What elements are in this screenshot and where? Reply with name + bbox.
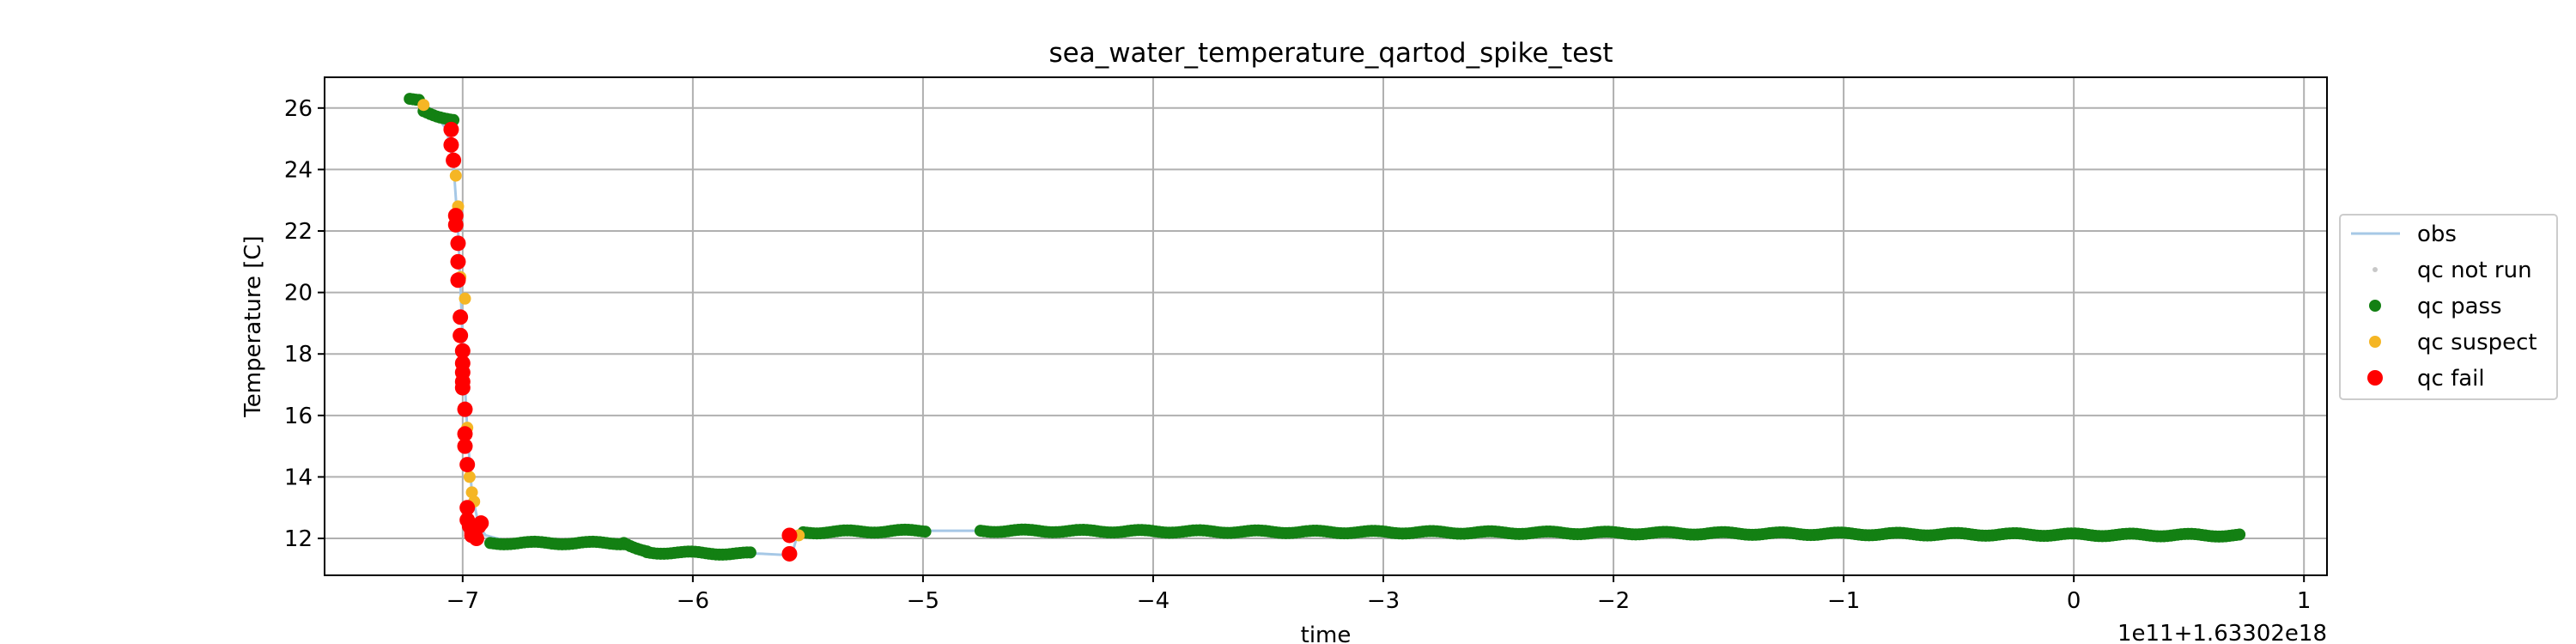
legend-qc-pass-swatch: [2369, 300, 2381, 312]
legend-qc-suspect-label: qc suspect: [2417, 330, 2537, 355]
y-tick-label: 16: [284, 404, 313, 429]
qc-fail-point: [446, 152, 462, 168]
qc-pass-point: [744, 546, 756, 559]
y-axis-ticks: 12 14 16 18 20 22 24 26: [284, 96, 325, 552]
qc-fail-series: [443, 121, 798, 562]
legend: obs qc not run qc pass qc suspect qc fai…: [2339, 214, 2558, 400]
legend-frame: [2339, 214, 2558, 400]
x-tick-label: −3: [1367, 588, 1400, 614]
qc-pass-point: [2233, 528, 2246, 541]
x-tick-label: 1: [2297, 588, 2312, 614]
x-axis-offset-label: 1e11+1.63302e18: [2117, 621, 2327, 644]
qc-suspect-point: [465, 486, 478, 499]
qc-fail-point: [453, 309, 469, 325]
qc-fail-point: [459, 457, 476, 473]
qc-suspect-point: [459, 292, 471, 305]
qc-fail-point: [473, 515, 489, 532]
x-tick-label: −5: [907, 588, 939, 614]
qc-suspect-point: [417, 99, 430, 112]
qc-fail-point: [457, 426, 473, 442]
qc-fail-point: [450, 253, 466, 270]
y-axis-label: Temperature [C]: [240, 235, 266, 417]
legend-qc-pass-label: qc pass: [2417, 294, 2502, 319]
x-tick-label: −4: [1137, 588, 1170, 614]
legend-qc-fail-label: qc fail: [2417, 366, 2485, 392]
qc-fail-point: [781, 527, 798, 544]
qc-fail-point: [450, 272, 466, 289]
y-tick-label: 14: [284, 465, 313, 490]
x-tick-label: 0: [2067, 588, 2081, 614]
y-tick-label: 24: [284, 157, 313, 183]
qc-fail-point: [443, 137, 459, 153]
legend-qc-fail-swatch: [2367, 370, 2383, 386]
legend-qc-not-run-swatch: [2372, 267, 2378, 272]
qc-suspect-point: [449, 169, 462, 182]
qc-fail-point: [447, 216, 464, 233]
qc-fail-point: [457, 438, 473, 454]
qc-fail-point: [454, 343, 471, 359]
y-tick-label: 20: [284, 281, 313, 307]
qc-pass-point: [919, 526, 932, 538]
qc-fail-point: [443, 121, 459, 137]
qc-fail-point: [457, 401, 473, 417]
legend-qc-not-run-label: qc not run: [2417, 258, 2532, 283]
qc-fail-point: [468, 531, 484, 547]
qc-suspect-point: [463, 471, 476, 483]
qc-fail-point: [454, 380, 471, 396]
qc-fail-point: [459, 500, 476, 516]
qc-fail-point: [781, 545, 798, 562]
x-axis-ticks: −7 −6 −5 −4 −3 −2 −1 0 1: [447, 575, 2312, 614]
y-tick-label: 22: [284, 219, 313, 245]
plot-frame: [324, 76, 2328, 576]
chart-title: sea_water_temperature_qartod_spike_test: [1048, 38, 1613, 69]
x-tick-label: −7: [447, 588, 479, 614]
y-tick-label: 12: [284, 526, 313, 552]
y-tick-label: 26: [284, 96, 313, 122]
qc-fail-point: [453, 327, 469, 343]
legend-qc-suspect-swatch: [2369, 336, 2381, 348]
x-tick-label: −6: [677, 588, 709, 614]
x-tick-label: −2: [1597, 588, 1630, 614]
x-axis-label: time: [1301, 623, 1352, 644]
y-tick-label: 18: [284, 342, 313, 368]
legend-obs-label: obs: [2417, 222, 2457, 247]
qc-fail-point: [450, 235, 466, 252]
x-tick-label: −1: [1827, 588, 1860, 614]
